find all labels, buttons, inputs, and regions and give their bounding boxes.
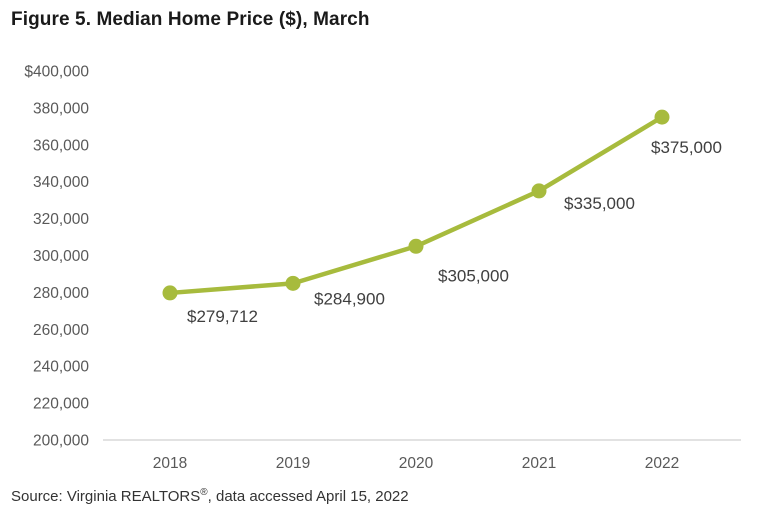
- y-axis-tick-label: 200,000: [33, 433, 89, 450]
- data-point: [531, 183, 547, 199]
- data-point-label: $335,000: [564, 194, 635, 213]
- y-axis-tick-label: 260,000: [33, 322, 89, 339]
- source-note: Source: Virginia REALTORS®, data accesse…: [11, 487, 409, 506]
- y-axis-tick-label: 360,000: [33, 137, 89, 154]
- y-axis-tick-label: 220,000: [33, 396, 89, 413]
- x-axis-tick-label: 2018: [153, 455, 187, 472]
- data-point: [408, 238, 424, 254]
- y-axis-tick-label: 320,000: [33, 211, 89, 228]
- source-text-suffix: , data accessed April 15, 2022: [207, 488, 409, 505]
- x-axis-tick-label: 2019: [276, 455, 310, 472]
- data-point-label: $375,000: [651, 138, 722, 157]
- y-axis-tick-label: 340,000: [33, 174, 89, 191]
- x-axis-tick-label: 2022: [645, 455, 679, 472]
- y-axis-tick-label: 280,000: [33, 285, 89, 302]
- data-point: [162, 285, 178, 301]
- data-point-label: $279,712: [187, 307, 258, 326]
- y-axis-tick-label: 240,000: [33, 359, 89, 376]
- x-axis-tick-label: 2021: [522, 455, 556, 472]
- x-axis-tick-label: 2020: [399, 455, 434, 472]
- y-axis-tick-label: 380,000: [33, 100, 89, 117]
- data-point: [285, 275, 301, 291]
- data-point-label: $305,000: [438, 266, 509, 285]
- data-point: [654, 109, 670, 125]
- data-point-label: $284,900: [314, 289, 385, 308]
- chart-title: Figure 5. Median Home Price ($), March: [11, 9, 370, 30]
- source-text-prefix: Source: Virginia REALTORS: [11, 488, 201, 505]
- y-axis-tick-label: 300,000: [33, 248, 89, 265]
- y-axis-tick-label: $400,000: [24, 64, 89, 81]
- registered-trademark-symbol: ®: [200, 487, 208, 498]
